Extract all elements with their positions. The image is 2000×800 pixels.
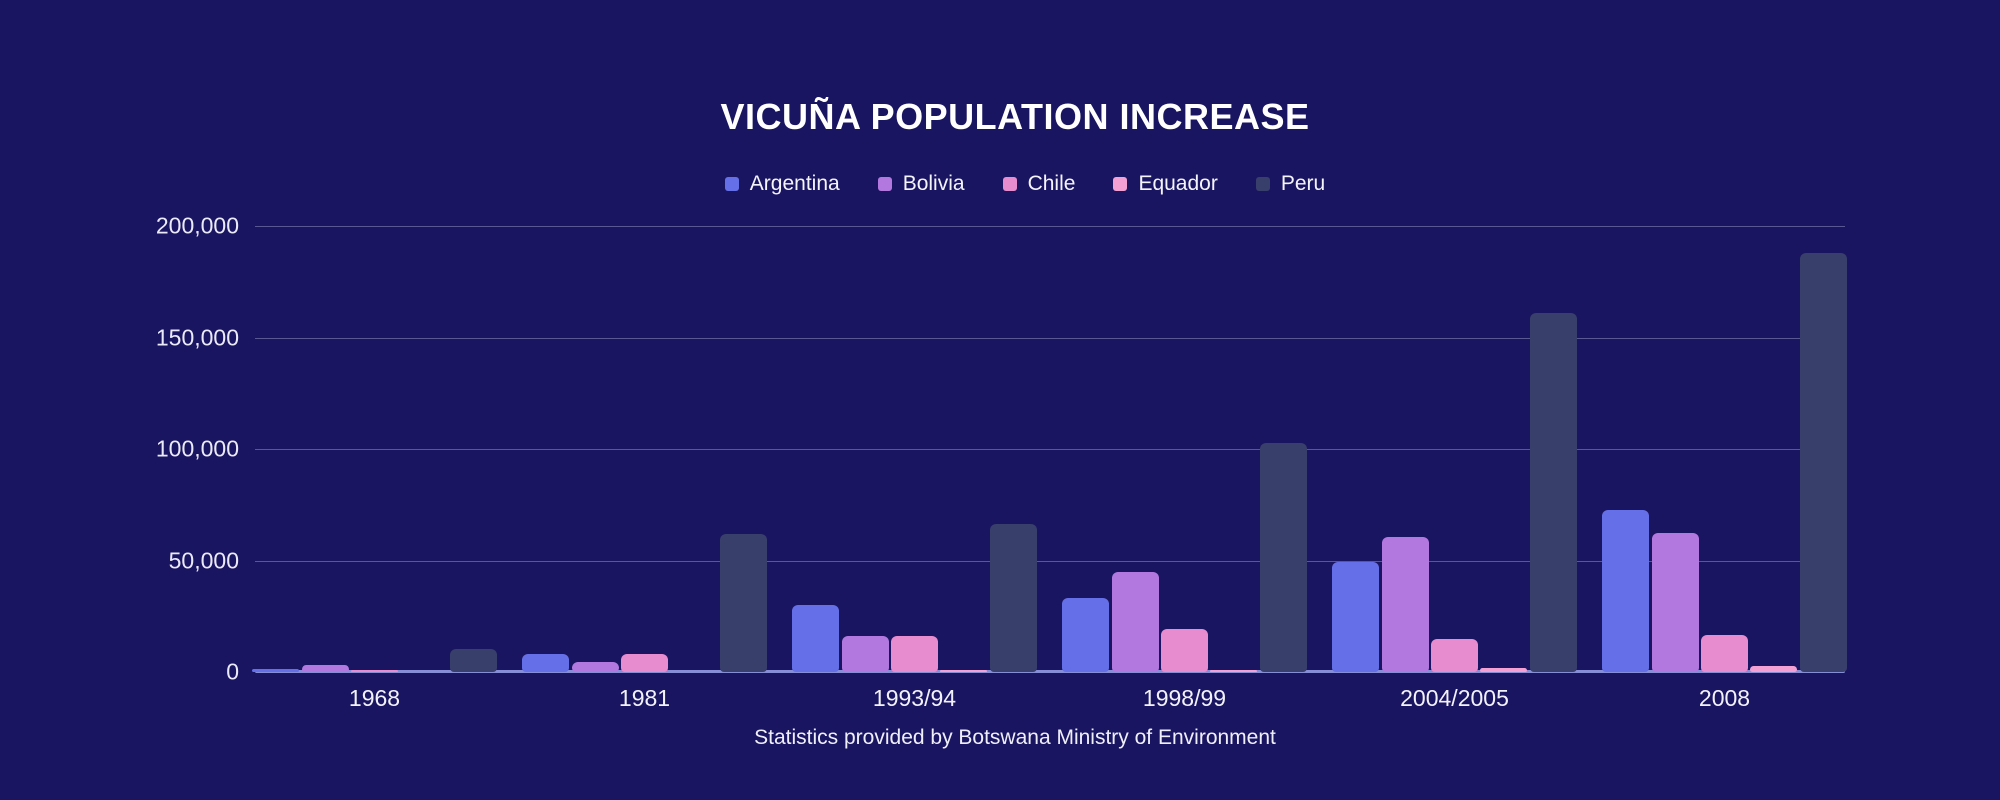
x-axis-label-2004-2005: 2004/2005 [1400, 685, 1509, 711]
legend-swatch-equador [1113, 177, 1128, 191]
gridline-200000 [255, 226, 1845, 227]
legend-item-chile[interactable]: Chile [1002, 172, 1076, 196]
bar-equador-2004-2005[interactable] [1480, 668, 1528, 672]
legend-label-equador: Equador [1138, 172, 1218, 195]
bar-peru-2008[interactable] [1799, 252, 1847, 672]
x-axis-label-1968: 1968 [348, 685, 401, 711]
legend-swatch-chile [1002, 177, 1017, 191]
plot-area: 0 50,000 100,000 150,000 200,000 1968 1981 1993… [156, 213, 1847, 711]
y-axis-label-50000: 50,000 [168, 547, 239, 573]
bar-equador-1998-99[interactable] [1210, 670, 1258, 672]
legend-label-argentina: Argentina [749, 172, 840, 195]
bar-chile-2008[interactable] [1701, 634, 1748, 672]
bar-argentina-2004-2005[interactable] [1332, 561, 1380, 672]
legend-label-chile: Chile [1027, 172, 1076, 195]
legend-swatch-argentina [724, 177, 739, 191]
bar-bolivia-1968[interactable] [301, 665, 349, 672]
legend-item-equador[interactable]: Equador [1113, 172, 1218, 196]
legend-item-bolivia[interactable]: Bolivia [877, 172, 965, 196]
bar-equador-2008[interactable] [1750, 666, 1798, 672]
x-axis-label-2008: 2008 [1698, 685, 1751, 711]
bar-argentina-2008[interactable] [1602, 510, 1650, 672]
bar-bolivia-1993-94[interactable] [841, 635, 889, 672]
bar-argentina-1998-99[interactable] [1062, 598, 1110, 672]
bar-chile-2004-2005[interactable] [1431, 638, 1478, 672]
bar-argentina-1968[interactable] [252, 669, 300, 672]
bar-bolivia-1981[interactable] [571, 662, 619, 672]
bar-chile-1981[interactable] [621, 653, 668, 672]
bar-chile-1968[interactable] [351, 670, 398, 672]
legend-label-peru: Peru [1280, 172, 1326, 195]
bar-peru-1981[interactable] [719, 533, 767, 672]
bar-peru-2004-2005[interactable] [1529, 313, 1577, 672]
bar-peru-1998-99[interactable] [1259, 442, 1307, 672]
gridline-150000 [255, 337, 1845, 339]
x-axis-label-1993-94: 1993/94 [872, 685, 957, 711]
legend-item-peru[interactable]: Peru [1255, 172, 1326, 196]
legend-swatch-bolivia [877, 177, 892, 191]
y-axis-label-150000: 150,000 [155, 324, 239, 350]
legend: Argentina Bolivia Chile Equador Peru [30, 172, 2000, 196]
bar-bolivia-2008[interactable] [1651, 532, 1699, 672]
bar-bolivia-2004-2005[interactable] [1381, 537, 1429, 672]
gridline-100000 [255, 449, 1845, 450]
bar-chile-1993-94[interactable] [891, 635, 938, 672]
y-axis-label-200000: 200,000 [155, 212, 239, 239]
gridline-50000 [255, 560, 1845, 562]
x-axis-label-1998-99: 1998/99 [1142, 685, 1227, 711]
x-axis-line [255, 670, 1845, 673]
legend-label-bolivia: Bolivia [902, 172, 965, 195]
bar-bolivia-1998-99[interactable] [1111, 571, 1159, 672]
chart-title: VICUÑA POPULATION INCREASE [720, 96, 1310, 137]
x-axis-label-1981: 1981 [618, 685, 671, 711]
y-axis-label-0: 0 [226, 658, 239, 685]
y-axis-label-100000: 100,000 [155, 435, 239, 462]
legend-item-argentina[interactable]: Argentina [724, 172, 840, 196]
bar-argentina-1981[interactable] [522, 653, 570, 672]
bar-argentina-1993-94[interactable] [792, 605, 840, 672]
footer-credit: Statistics provided by Botswana Ministry… [754, 726, 1276, 749]
bar-peru-1993-94[interactable] [989, 523, 1037, 672]
bar-equador-1993-94[interactable] [940, 669, 988, 672]
bar-peru-1968[interactable] [449, 648, 497, 672]
bar-chile-1998-99[interactable] [1161, 628, 1208, 672]
legend-swatch-peru [1255, 177, 1270, 191]
